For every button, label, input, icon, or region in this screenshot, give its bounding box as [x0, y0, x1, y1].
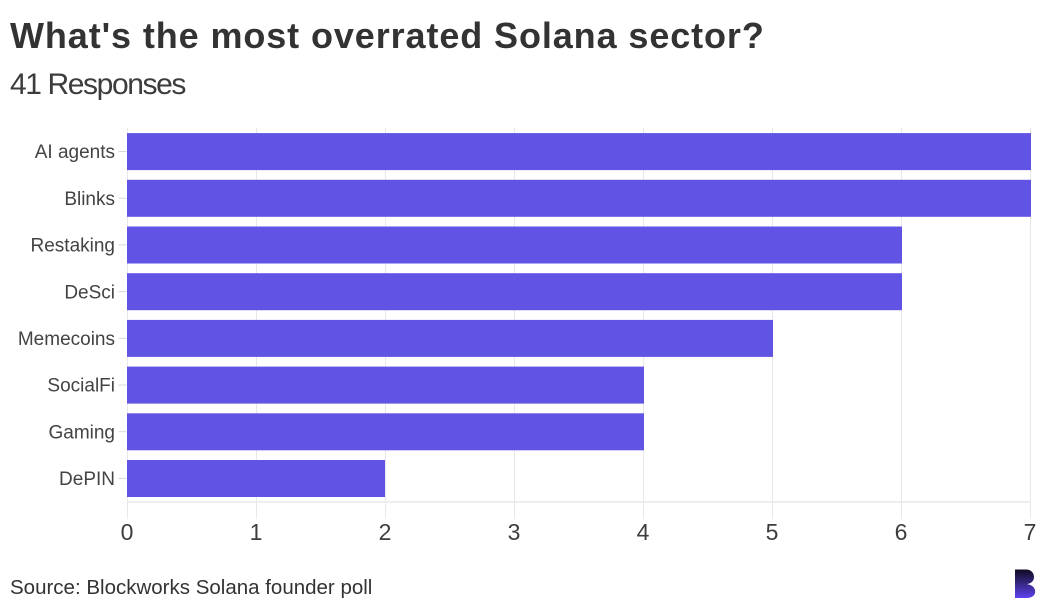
svg-text:Memecoins: Memecoins: [18, 329, 115, 350]
svg-text:Blinks: Blinks: [64, 189, 115, 210]
svg-text:7: 7: [1024, 519, 1037, 545]
svg-text:4: 4: [637, 519, 650, 545]
svg-text:Source: Blockworks Solana foun: Source: Blockworks Solana founder poll: [10, 576, 372, 599]
svg-text:1: 1: [250, 519, 263, 545]
svg-text:3: 3: [508, 519, 521, 545]
svg-text:AI agents: AI agents: [35, 142, 115, 163]
svg-text:What's the most overrated Sola: What's the most overrated Solana sector?: [10, 15, 765, 56]
svg-text:41 Responses: 41 Responses: [10, 68, 185, 101]
svg-text:6: 6: [895, 519, 908, 545]
svg-text:2: 2: [379, 519, 392, 545]
svg-text:Gaming: Gaming: [48, 422, 115, 443]
svg-text:0: 0: [121, 519, 134, 545]
svg-text:DeSci: DeSci: [64, 282, 115, 303]
svg-text:DePIN: DePIN: [59, 469, 115, 490]
svg-text:Restaking: Restaking: [31, 236, 116, 257]
svg-text:5: 5: [766, 519, 779, 545]
svg-text:SocialFi: SocialFi: [47, 376, 115, 397]
